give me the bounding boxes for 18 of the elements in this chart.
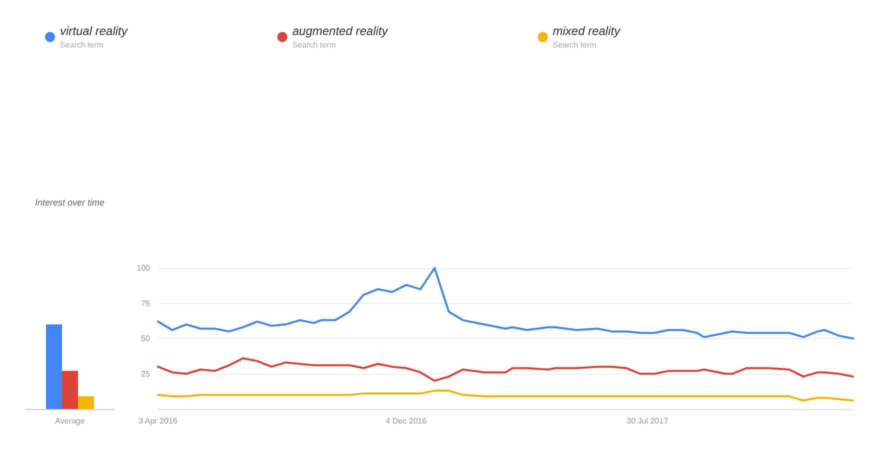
legend-label: augmented reality (292, 24, 389, 38)
line-series (157, 357, 854, 382)
y-tick-label: 25 (141, 369, 151, 378)
text: Search term (292, 40, 336, 50)
x-tick-label: 4 Dec 2016 (386, 416, 428, 426)
y-tick-label: 100 (136, 264, 151, 272)
x-tick-label: 30 Jul 2017 (626, 416, 669, 426)
x-tick-label: 3 Apr 2016 (138, 416, 178, 426)
legend-label: mixed reality (552, 24, 622, 38)
text: Search term (60, 40, 104, 50)
y-tick-label: 75 (141, 298, 151, 308)
chart-title: Interest over time (35, 198, 105, 208)
x-tick-label: Average (55, 416, 86, 426)
line-series (157, 390, 854, 402)
legend-label: virtual reality (60, 24, 128, 38)
line-series (157, 267, 854, 340)
y-tick-label: 50 (141, 334, 151, 343)
text: Search term (552, 40, 597, 50)
